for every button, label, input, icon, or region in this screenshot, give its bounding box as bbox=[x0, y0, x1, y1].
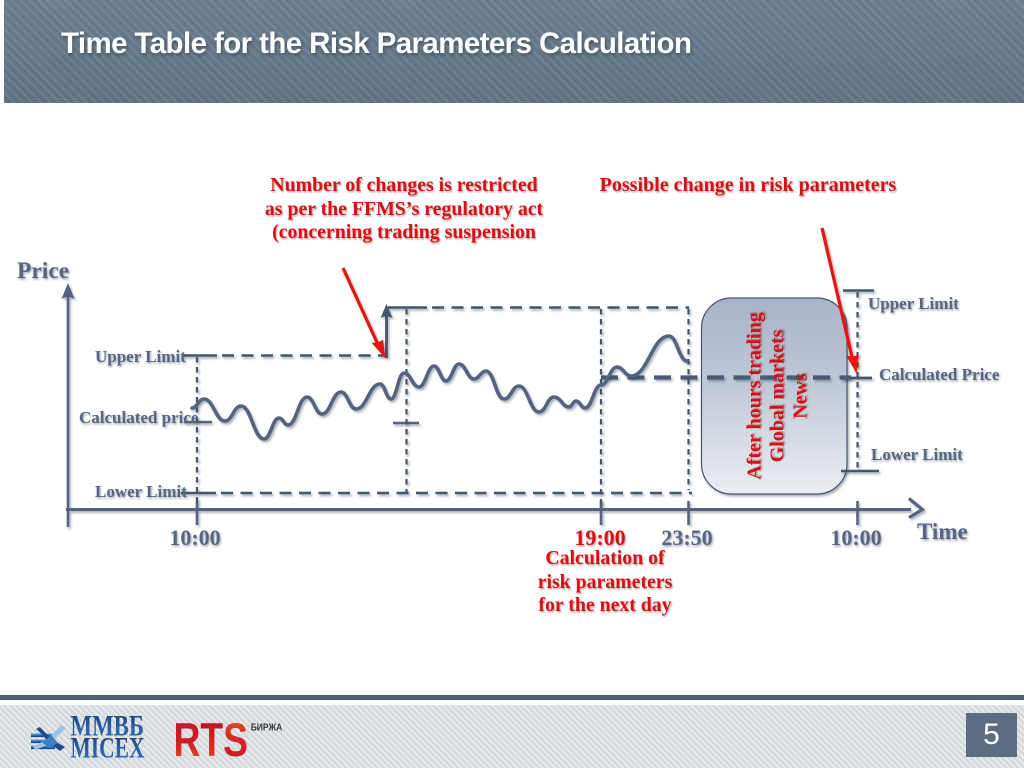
svg-text:ММВБ: ММВБ bbox=[71, 712, 145, 743]
svg-text:БИРЖА: БИРЖА bbox=[251, 723, 283, 734]
svg-text:RTS: RTS bbox=[174, 713, 249, 764]
svg-text:MICEX: MICEX bbox=[71, 732, 145, 763]
